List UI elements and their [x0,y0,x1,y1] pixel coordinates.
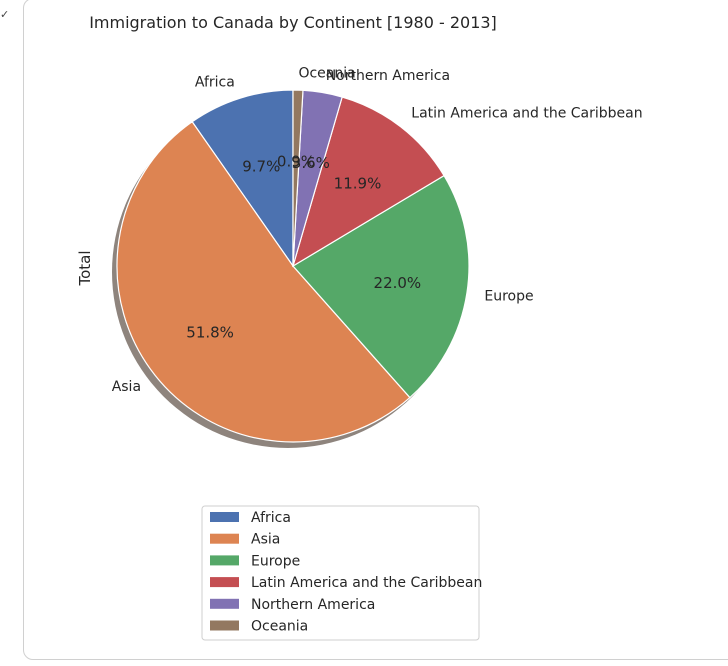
pct-label-africa: 9.7% [242,157,280,175]
legend-label-asia: Asia [251,532,280,548]
legend: Africa Asia Europe Latin America and the Ca… [201,505,482,641]
slice-label-asia: Asia [112,379,141,395]
pie-slice-latin-america-and-the-caribbean [291,96,445,268]
legend-label-latin-america-and-the-caribbean: Latin America and the Caribbean [251,575,482,591]
pct-label-asia: 51.8% [186,323,234,341]
legend-swatch-africa [210,512,239,522]
legend-label-oceania: Oceania [251,619,308,635]
chevron-down-icon[interactable]: ✓ [0,8,10,21]
legend-swatch-asia [210,533,239,544]
legend-frame [201,505,480,641]
pie-slices [116,89,470,443]
y-axis-label: Total [76,250,94,286]
slice-label-oceania: Oceania [298,65,355,81]
pie-labels: Africa 9.7% Asia 51.8% Europe 22.0% Latin Amer… [112,65,643,394]
legend-swatch-latin-america-and-the-caribbean [210,577,239,588]
chart-title: Immigration to Canada by Continent [1980… [89,13,497,32]
pct-label-latin-america-and-the-caribbean: 11.9% [334,174,382,192]
slice-label-europe: Europe [484,288,533,304]
legend-swatch-oceania [210,620,239,631]
legend-label-northern-america: Northern America [251,597,375,613]
legend-swatch-europe [210,555,239,566]
pie-slice-africa [191,89,294,268]
pct-label-northern-america: 3.6% [292,154,330,172]
slice-label-africa: Africa [195,74,235,90]
legend-label-africa: Africa [251,510,291,526]
pie-slice-oceania [292,89,304,267]
legend-swatch-northern-america [210,598,239,609]
pct-label-oceania: 0.9% [277,152,315,170]
pie-slice-asia [116,120,411,443]
pct-label-europe: 22.0% [374,274,422,292]
slice-label-latin-america-and-the-caribbean: Latin America and the Caribbean [411,106,642,122]
legend-label-europe: Europe [251,553,300,569]
pie-slice-europe [292,174,470,399]
slice-label-northern-america: Northern America [326,68,450,84]
